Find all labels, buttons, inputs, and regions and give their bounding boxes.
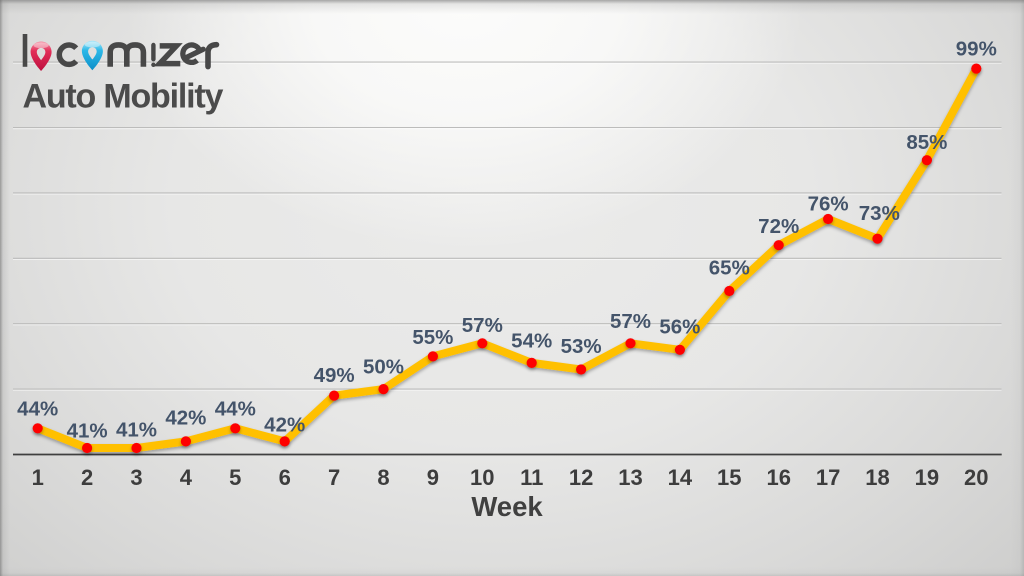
- svg-text:56%: 56%: [659, 316, 700, 339]
- svg-text:49%: 49%: [314, 364, 355, 387]
- svg-text:42%: 42%: [165, 406, 206, 429]
- svg-text:11: 11: [520, 465, 543, 490]
- svg-text:65%: 65%: [709, 257, 750, 280]
- svg-text:99%: 99%: [956, 38, 997, 61]
- svg-text:18: 18: [865, 465, 889, 490]
- svg-text:16: 16: [766, 465, 790, 490]
- svg-text:57%: 57%: [462, 314, 503, 337]
- svg-text:85%: 85%: [906, 131, 947, 154]
- svg-text:44%: 44%: [17, 397, 58, 420]
- svg-text:17: 17: [816, 465, 840, 490]
- svg-text:1: 1: [32, 465, 44, 490]
- svg-text:9: 9: [427, 465, 439, 490]
- svg-text:41%: 41%: [116, 419, 157, 442]
- svg-text:14: 14: [668, 465, 693, 490]
- svg-text:76%: 76%: [808, 192, 849, 215]
- svg-text:5: 5: [229, 465, 241, 490]
- svg-text:12: 12: [569, 465, 593, 490]
- svg-text:54%: 54%: [511, 329, 552, 352]
- svg-text:10: 10: [470, 465, 494, 490]
- svg-text:73%: 73%: [859, 202, 900, 225]
- svg-text:19: 19: [915, 465, 939, 490]
- svg-text:3: 3: [130, 465, 142, 490]
- svg-text:41%: 41%: [67, 419, 108, 442]
- svg-text:Week: Week: [471, 491, 543, 522]
- svg-text:44%: 44%: [215, 397, 256, 420]
- svg-text:57%: 57%: [610, 310, 651, 333]
- svg-text:4: 4: [180, 465, 193, 490]
- svg-text:55%: 55%: [412, 326, 453, 349]
- svg-text:8: 8: [377, 465, 389, 490]
- svg-text:72%: 72%: [758, 215, 799, 238]
- svg-text:13: 13: [618, 465, 642, 490]
- svg-text:53%: 53%: [561, 335, 602, 358]
- svg-text:Auto Mobility: Auto Mobility: [23, 78, 224, 116]
- svg-text:6: 6: [279, 465, 291, 490]
- svg-text:20: 20: [964, 465, 988, 490]
- svg-text:15: 15: [717, 465, 741, 490]
- svg-text:7: 7: [328, 465, 340, 490]
- svg-text:2: 2: [81, 465, 93, 490]
- svg-text:42%: 42%: [264, 413, 305, 436]
- svg-text:50%: 50%: [363, 355, 404, 378]
